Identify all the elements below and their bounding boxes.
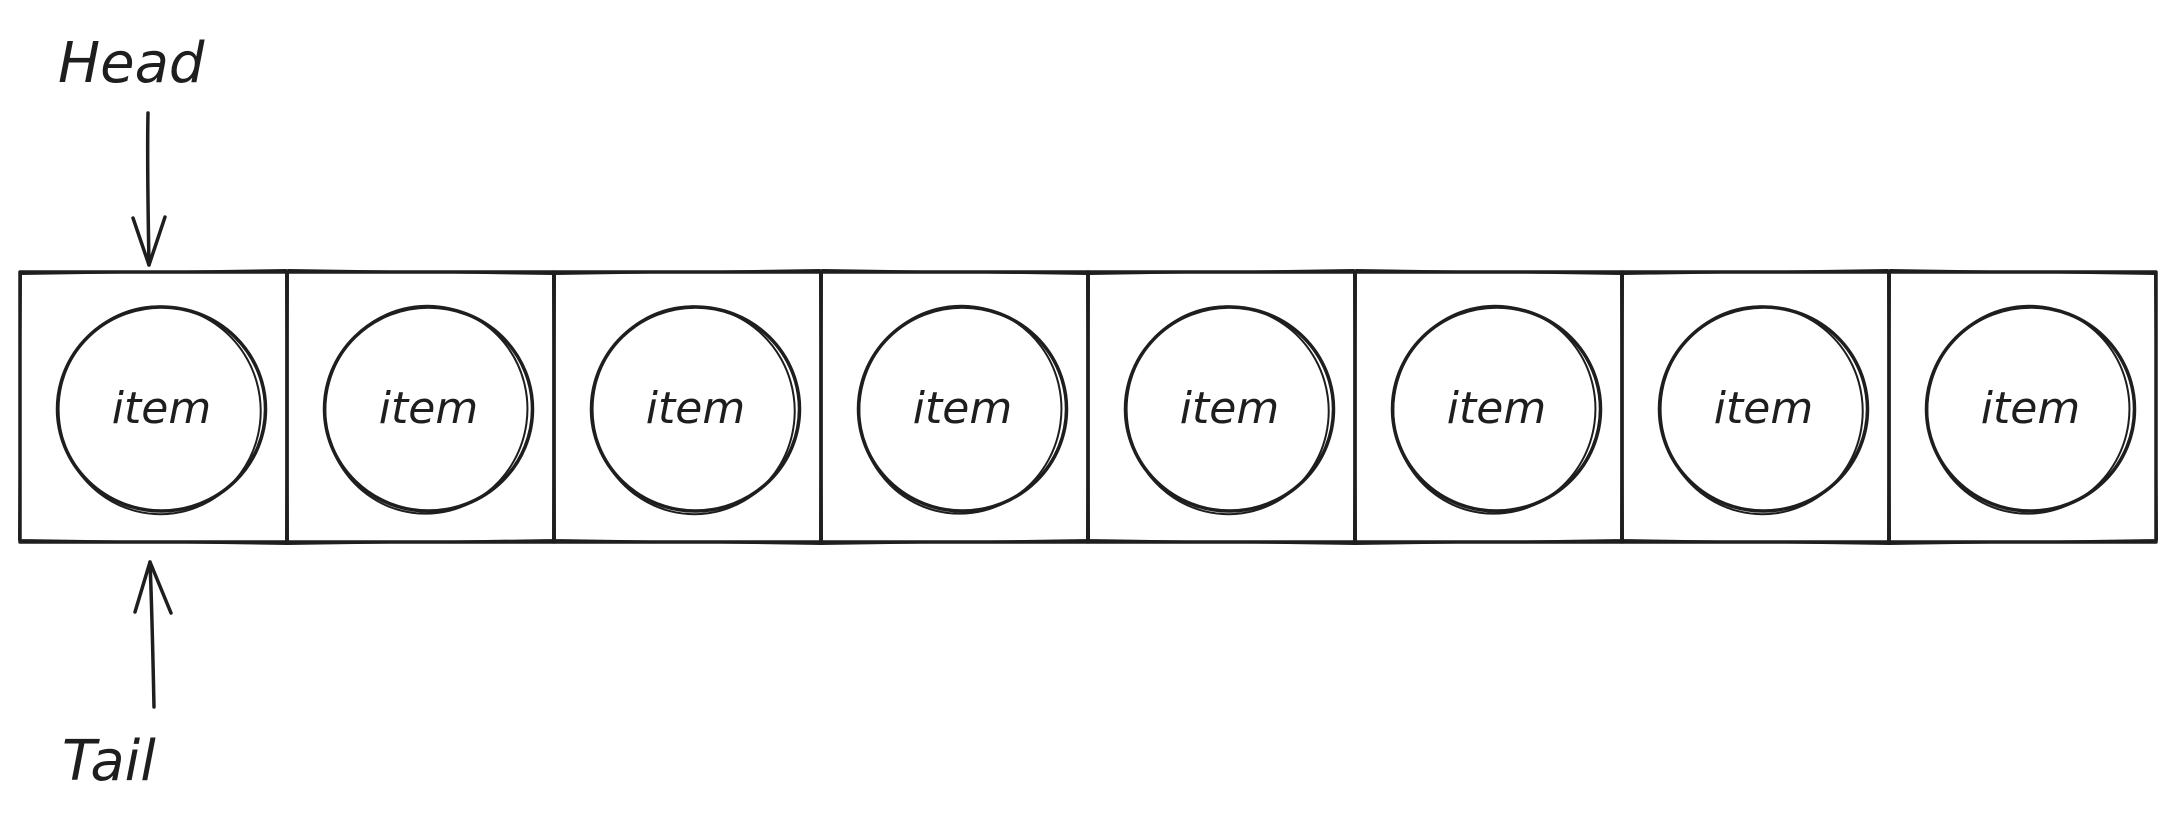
queue-slot: item (552, 269, 823, 545)
queue-slot: item (285, 269, 556, 545)
queue-slot: item (1620, 269, 1891, 545)
item-label: item (379, 383, 478, 434)
item-circle-sketch (1392, 304, 1597, 515)
queue-slot: item (1353, 269, 1624, 545)
slot-box-sketch (1887, 269, 2158, 545)
queue-slots: item item item item item item item item (18, 269, 2158, 545)
item-label: item (646, 383, 745, 434)
queue-slot: item (18, 269, 289, 545)
item-label: item (1981, 383, 2080, 434)
item-circle-sketch (1125, 305, 1330, 516)
item-circle-sketch (858, 304, 1063, 515)
item-circle-sketch (1659, 305, 1864, 516)
queue-slot: item (819, 269, 1090, 545)
queue-slot: item (1887, 269, 2158, 545)
tail-label: Tail (62, 729, 156, 794)
item-label: item (1447, 383, 1546, 434)
queue-slot: item (1086, 269, 1357, 545)
item-circle-sketch (324, 304, 529, 515)
item-label: item (1180, 383, 1279, 434)
tail-pointer: Tail (62, 560, 173, 794)
item-circle-sketch (57, 305, 262, 516)
head-pointer: Head (58, 31, 205, 267)
head-arrow-icon (131, 111, 167, 267)
head-label: Head (58, 31, 205, 96)
tail-arrow-icon (133, 560, 173, 709)
item-label: item (913, 383, 1012, 434)
item-circle-sketch (591, 305, 796, 516)
item-label: item (1714, 383, 1813, 434)
item-circle-sketch (1926, 304, 2131, 515)
item-label: item (112, 383, 211, 434)
